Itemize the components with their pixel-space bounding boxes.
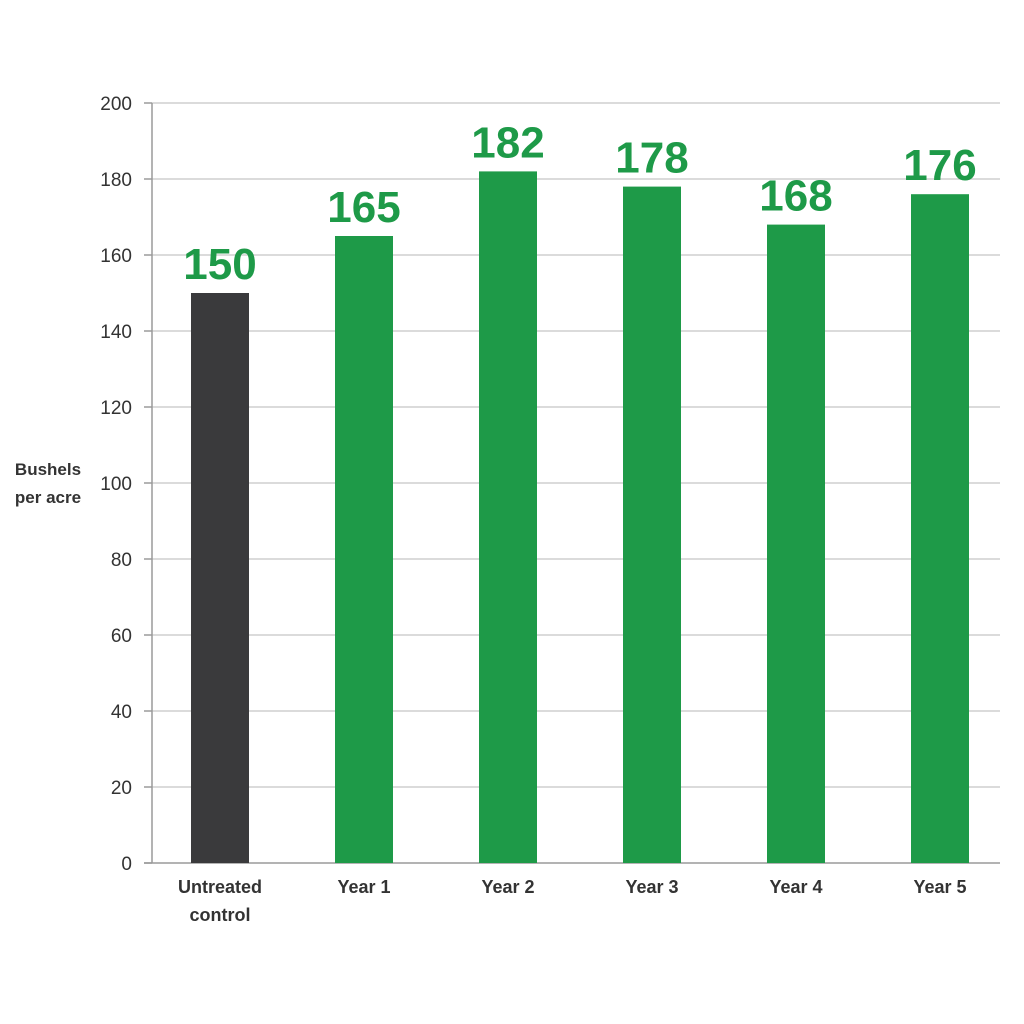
data-label: 176 — [903, 141, 976, 190]
gridlines — [144, 102, 1000, 864]
category-label: Year 3 — [625, 877, 678, 897]
y-tick-label: 100 — [100, 474, 132, 495]
bar — [191, 293, 249, 863]
y-tick-label: 0 — [121, 854, 132, 875]
y-axis-label: Bushels per acre — [15, 460, 81, 507]
y-tick-label: 180 — [100, 170, 132, 191]
y-tick-label: 80 — [111, 550, 132, 571]
y-tick-label: 140 — [100, 322, 132, 343]
category-label: Year 5 — [913, 877, 966, 897]
data-label: 178 — [615, 134, 688, 183]
y-tick-label: 160 — [100, 246, 132, 267]
bar — [335, 236, 393, 863]
y-tick-labels: 0 20 40 60 80 100 120 140 160 180 200 — [100, 94, 132, 875]
category-labels: Untreated control Year 1 Year 2 Year 3 Year 4… — [178, 877, 967, 925]
category-label: Year 4 — [769, 877, 822, 897]
bar — [623, 186, 681, 864]
y-tick-label: 200 — [100, 94, 132, 115]
category-label: Year 2 — [481, 877, 534, 897]
data-labels: 150 165 182 178 168 176 — [183, 118, 976, 289]
y-tick-label: 120 — [100, 398, 132, 419]
data-label: 168 — [759, 172, 832, 221]
data-label: 150 — [183, 240, 256, 289]
data-label: 182 — [471, 118, 544, 167]
bar — [767, 224, 825, 864]
y-tick-label: 40 — [111, 702, 132, 723]
axes — [144, 103, 1000, 864]
y-tick-label: 20 — [111, 778, 132, 799]
y-tick-label: 60 — [111, 626, 132, 647]
category-label: Untreated control — [178, 877, 262, 925]
bar — [479, 171, 537, 863]
bars — [191, 171, 969, 864]
category-label: Year 1 — [337, 877, 390, 897]
bar — [911, 194, 969, 863]
data-label: 165 — [327, 183, 400, 232]
